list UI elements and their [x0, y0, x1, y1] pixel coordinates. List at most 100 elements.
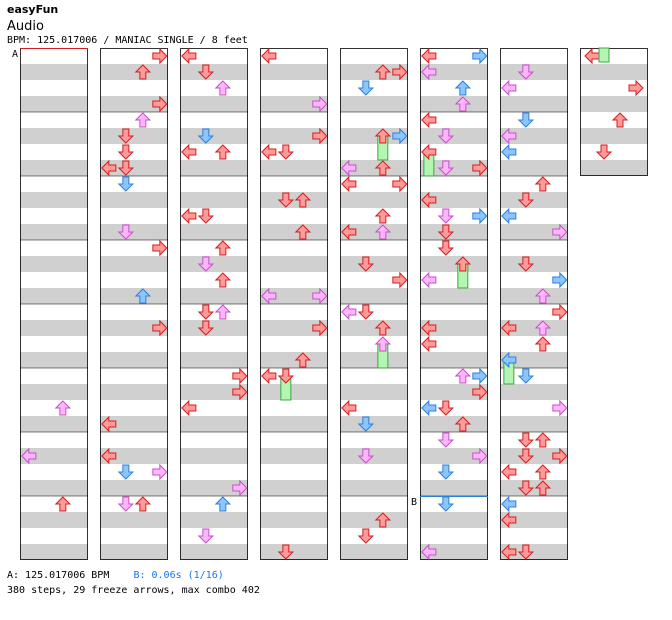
beat-stripe: [180, 288, 248, 304]
step-arrow: [517, 64, 535, 80]
beat-stripe: [420, 448, 488, 464]
chart-column: [580, 48, 648, 560]
bpm-legend: A: 125.017006 BPM B: 0.06s (1/16): [7, 570, 224, 581]
step-arrow: [454, 416, 472, 432]
step-arrow: [232, 367, 248, 385]
step-arrow: [197, 320, 215, 336]
beat-stripe: [20, 256, 88, 272]
step-arrow: [472, 47, 488, 65]
beat-stripe: [260, 512, 328, 528]
beat-stripe: [100, 544, 168, 560]
beat-stripe: [420, 192, 488, 208]
beat-stripe: [20, 128, 88, 144]
beat-stripe: [340, 128, 408, 144]
beat-stripe: [20, 448, 88, 464]
step-arrow: [392, 175, 408, 193]
beat-stripe: [20, 352, 88, 368]
beat-stripe: [260, 544, 328, 560]
step-arrow: [117, 144, 135, 160]
step-arrow: [197, 528, 215, 544]
step-arrow: [595, 144, 613, 160]
step-arrow: [421, 399, 437, 417]
step-arrow: [517, 448, 535, 464]
beat-stripe: [500, 448, 568, 464]
beat-stripe: [500, 416, 568, 432]
step-arrow: [437, 496, 455, 512]
step-arrow: [197, 304, 215, 320]
step-arrow: [517, 192, 535, 208]
bpm-a-label: A: 125.017006 BPM: [7, 570, 110, 581]
beat-stripe: [420, 160, 488, 176]
step-arrow: [101, 159, 117, 177]
step-arrow: [517, 256, 535, 272]
beat-stripe: [180, 96, 248, 112]
beat-stripe: [500, 544, 568, 560]
step-arrow: [357, 256, 375, 272]
step-arrow: [214, 144, 232, 160]
beat-stripe: [20, 512, 88, 528]
step-arrow: [117, 176, 135, 192]
marker-b: B: [411, 497, 417, 508]
beat-stripe: [500, 224, 568, 240]
beat-stripe: [100, 224, 168, 240]
beat-stripe: [180, 448, 248, 464]
step-arrow: [534, 288, 552, 304]
step-arrow: [214, 272, 232, 288]
step-arrow: [261, 287, 277, 305]
step-arrow: [517, 544, 535, 560]
beat-stripe: [100, 128, 168, 144]
beat-stripe: [100, 96, 168, 112]
freeze-arrow: [598, 47, 610, 63]
step-arrow: [517, 368, 535, 384]
step-arrow: [392, 271, 408, 289]
column-border: [580, 48, 648, 176]
step-arrow: [534, 176, 552, 192]
beat-stripe: [420, 320, 488, 336]
beat-stripe: [420, 384, 488, 400]
beat-stripe: [180, 128, 248, 144]
step-arrow: [312, 287, 328, 305]
beat-stripe: [500, 320, 568, 336]
beat-stripe: [100, 320, 168, 336]
beat-stripe: [100, 192, 168, 208]
beat-stripe: [260, 128, 328, 144]
beat-stripe: [580, 160, 648, 176]
beat-stripe: [100, 288, 168, 304]
beat-stripe: [100, 384, 168, 400]
step-arrow: [517, 432, 535, 448]
beat-stripe: [260, 256, 328, 272]
step-arrow: [437, 464, 455, 480]
beat-stripe: [420, 256, 488, 272]
beat-stripe: [180, 160, 248, 176]
beat-stripe: [340, 288, 408, 304]
marker-a: A: [12, 49, 18, 60]
step-arrow: [374, 320, 392, 336]
column-border: [180, 48, 248, 560]
step-arrow: [472, 159, 488, 177]
step-arrow: [421, 63, 437, 81]
beat-stripe: [100, 160, 168, 176]
step-arrow: [501, 511, 517, 529]
step-arrow: [294, 192, 312, 208]
step-summary: 380 steps, 29 freeze arrows, max combo 4…: [7, 585, 260, 596]
beat-stripe: [20, 320, 88, 336]
column-border: [420, 48, 488, 560]
step-arrow: [454, 368, 472, 384]
step-arrow: [437, 208, 455, 224]
beat-stripe: [20, 160, 88, 176]
step-arrow: [628, 79, 644, 97]
beat-stripe: [260, 96, 328, 112]
step-arrow: [374, 224, 392, 240]
step-arrow: [421, 47, 437, 65]
beat-stripe: [340, 352, 408, 368]
step-arrow: [117, 496, 135, 512]
beat-stripe: [500, 384, 568, 400]
beat-stripe: [340, 320, 408, 336]
step-arrow: [534, 480, 552, 496]
step-arrow: [374, 336, 392, 352]
step-arrow: [374, 208, 392, 224]
step-arrow: [517, 112, 535, 128]
beat-stripe: [20, 416, 88, 432]
beat-stripe: [260, 224, 328, 240]
step-arrow: [517, 480, 535, 496]
